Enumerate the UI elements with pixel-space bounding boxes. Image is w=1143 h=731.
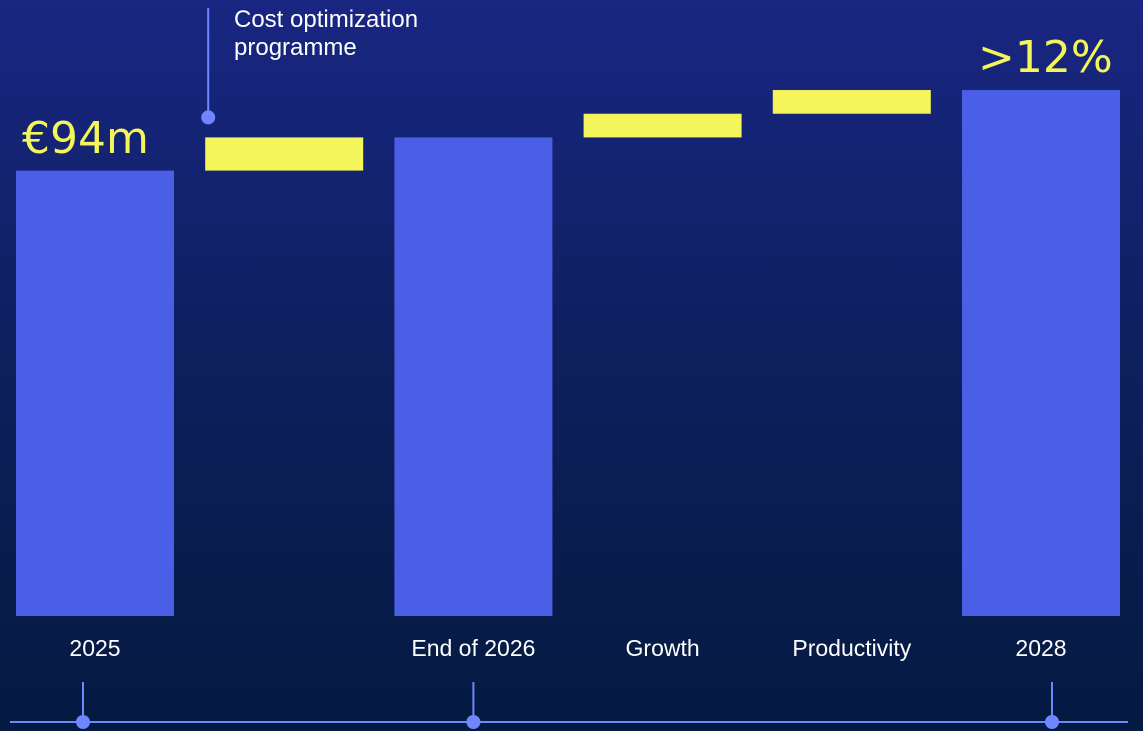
value-label-2025: €94m [22, 112, 149, 164]
category-label-productivity: Productivity [792, 635, 912, 661]
value-label-2028: >12% [978, 32, 1113, 84]
total-bar-2025 [16, 170, 174, 617]
increment-bar-productivity [772, 90, 931, 114]
total-bar-end-of-2026 [394, 137, 553, 616]
cost-optimization-annotation: Cost optimization programme [234, 6, 419, 61]
total-bar-2028 [962, 90, 1120, 617]
category-label-2028: 2028 [1015, 635, 1067, 661]
timeline-marker-2025 [76, 715, 90, 729]
increment-bar-growth [583, 113, 742, 138]
increment-bar-cost-optimization [205, 137, 364, 171]
timeline-marker-end-of-2026 [466, 715, 481, 729]
annotation-marker-dot [201, 110, 216, 125]
category-label-end-of-2026: End of 2026 [411, 635, 536, 661]
category-label-growth: Growth [625, 635, 700, 661]
timeline-marker-2028 [1045, 715, 1059, 729]
category-label-2025: 2025 [69, 635, 121, 661]
